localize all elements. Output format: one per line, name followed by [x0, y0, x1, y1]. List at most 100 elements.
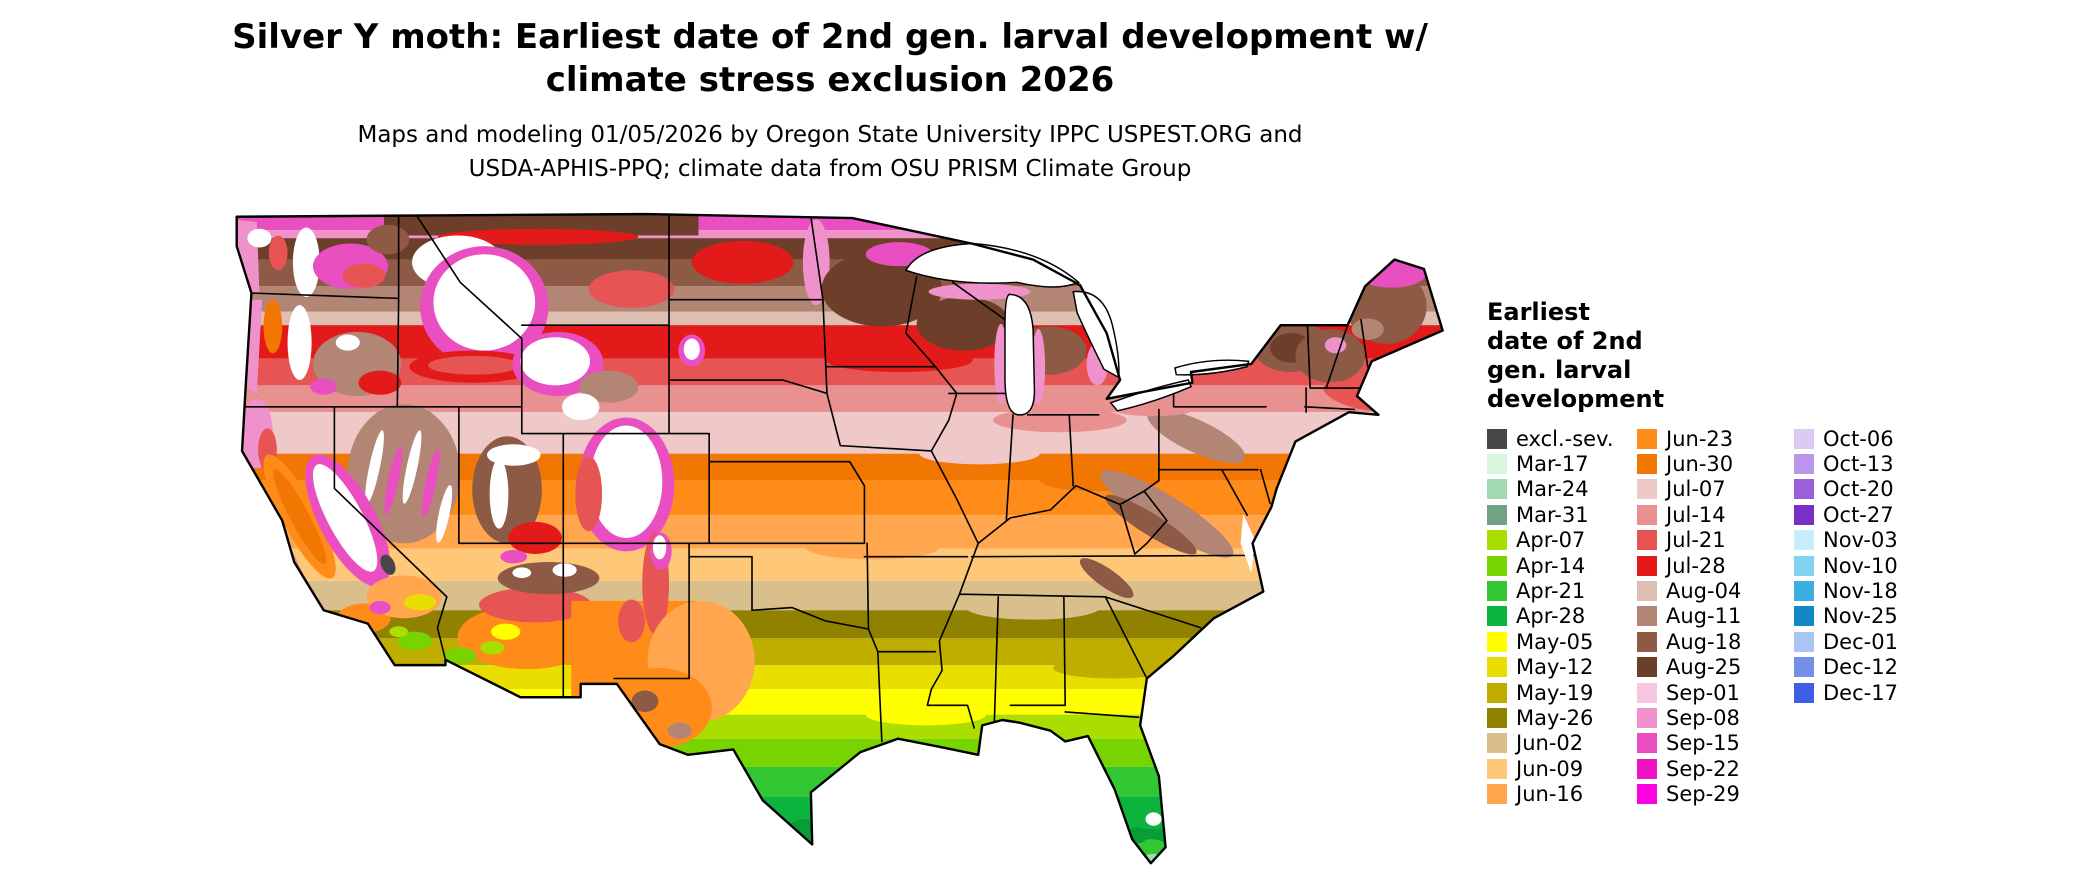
legend-swatch [1487, 682, 1507, 703]
legend-swatch [1794, 530, 1814, 551]
map-legend: Earliest date of 2nd gen. larval develop… [1487, 298, 2087, 826]
legend-label: Jun-30 [1666, 452, 1734, 477]
legend-label: Sep-08 [1666, 705, 1740, 730]
great-lakes [904, 242, 1256, 573]
legend-label: Oct-20 [1823, 477, 1894, 502]
legend-label: Sep-29 [1666, 782, 1740, 807]
legend-row: Sep-22 [1637, 756, 1741, 781]
legend-swatch [1487, 581, 1507, 602]
legend-label: Nov-10 [1823, 553, 1898, 578]
legend-swatch [1487, 758, 1507, 779]
legend-row: Oct-27 [1794, 502, 1898, 527]
us-map [235, 212, 1444, 865]
legend-row: Aug-18 [1637, 629, 1741, 654]
legend-label: Jul-28 [1666, 553, 1726, 578]
legend-title-line-4: development [1487, 385, 1665, 413]
legend-column-2: Jun-23 Jun-30 Jul-07 Jul-14 Jul-21 Jul-28 Aug-… [1637, 426, 1741, 807]
legend-label: Apr-14 [1516, 553, 1586, 578]
legend-label: Aug-18 [1666, 629, 1742, 654]
legend-row: excl.-sev. [1487, 426, 1614, 451]
legend-column-1: excl.-sev. Mar-17 Mar-24 Mar-31 Apr-07 Apr-14… [1487, 426, 1614, 807]
legend-columns: excl.-sev. Mar-17 Mar-24 Mar-31 Apr-07 Apr-14… [1487, 426, 2087, 826]
legend-label: Apr-07 [1516, 528, 1586, 553]
legend-title-line-1: Earliest [1487, 298, 1590, 326]
subtitle-line-2: USDA-APHIS-PPQ; climate data from OSU PR… [468, 156, 1192, 182]
legend-row: Jun-02 [1487, 731, 1614, 756]
legend-title-line-3: gen. larval [1487, 356, 1632, 384]
legend-label: Mar-31 [1516, 502, 1589, 527]
legend-row: Sep-15 [1637, 731, 1741, 756]
legend-title-line-2: date of 2nd [1487, 327, 1643, 355]
legend-swatch [1637, 682, 1657, 703]
legend-swatch [1794, 428, 1814, 449]
legend-label: May-12 [1516, 655, 1594, 680]
page-title: Silver Y moth: Earliest date of 2nd gen.… [0, 16, 1660, 102]
legend-column-3: Oct-06 Oct-13 Oct-20 Oct-27 Nov-03 Nov-10 Nov-… [1794, 426, 1898, 705]
legend-row: Jun-30 [1637, 451, 1741, 476]
map-fill-layer [236, 214, 1443, 864]
legend-label: Jun-02 [1516, 731, 1584, 756]
legend-row: Apr-28 [1487, 604, 1614, 629]
legend-label: Dec-12 [1823, 655, 1898, 680]
legend-row: Jun-09 [1487, 756, 1614, 781]
subtitle-line-1: Maps and modeling 01/05/2026 by Oregon S… [357, 122, 1303, 148]
legend-swatch [1637, 454, 1657, 475]
legend-swatch [1637, 581, 1657, 602]
legend-swatch [1487, 428, 1507, 449]
legend-swatch [1487, 733, 1507, 754]
legend-row: Apr-21 [1487, 578, 1614, 603]
legend-swatch [1794, 479, 1814, 500]
legend-swatch [1637, 784, 1657, 805]
legend-row: Nov-03 [1794, 528, 1898, 553]
legend-label: Dec-01 [1823, 629, 1898, 654]
legend-row: Jul-21 [1637, 528, 1741, 553]
legend-swatch [1637, 606, 1657, 627]
legend-row: May-05 [1487, 629, 1614, 654]
legend-swatch [1794, 504, 1814, 525]
legend-swatch [1637, 504, 1657, 525]
legend-label: Nov-18 [1823, 579, 1898, 604]
legend-swatch [1637, 555, 1657, 576]
legend-row: Sep-08 [1637, 705, 1741, 730]
legend-swatch [1487, 504, 1507, 525]
legend-swatch [1794, 631, 1814, 652]
legend-label: Oct-06 [1823, 426, 1894, 451]
legend-label: Apr-28 [1516, 604, 1586, 629]
legend-row: Aug-25 [1637, 655, 1741, 680]
state-borders [242, 215, 1369, 743]
legend-swatch [1794, 606, 1814, 627]
legend-row: Mar-17 [1487, 451, 1614, 476]
legend-label: Dec-17 [1823, 680, 1898, 705]
legend-swatch [1487, 784, 1507, 805]
legend-row: Sep-01 [1637, 680, 1741, 705]
legend-swatch [1487, 707, 1507, 728]
legend-label: Nov-25 [1823, 604, 1898, 629]
legend-swatch [1487, 555, 1507, 576]
legend-label: Oct-27 [1823, 502, 1894, 527]
legend-row: Nov-18 [1794, 578, 1898, 603]
title-line-1: Silver Y moth: Earliest date of 2nd gen.… [232, 17, 1428, 57]
legend-label: Mar-17 [1516, 452, 1589, 477]
legend-label: Jun-23 [1666, 426, 1734, 451]
legend-swatch [1637, 657, 1657, 678]
legend-row: May-19 [1487, 680, 1614, 705]
legend-row: Nov-10 [1794, 553, 1898, 578]
legend-label: Sep-22 [1666, 756, 1740, 781]
legend-row: Mar-31 [1487, 502, 1614, 527]
legend-label: Aug-25 [1666, 655, 1742, 680]
legend-swatch [1794, 657, 1814, 678]
legend-label: Aug-04 [1666, 579, 1742, 604]
legend-row: Jul-14 [1637, 502, 1741, 527]
legend-swatch [1637, 733, 1657, 754]
legend-row: Dec-17 [1794, 680, 1898, 705]
legend-row: Jul-07 [1637, 477, 1741, 502]
legend-row: Jun-16 [1487, 781, 1614, 806]
legend-swatch [1794, 454, 1814, 475]
title-block: Silver Y moth: Earliest date of 2nd gen.… [0, 16, 1660, 186]
legend-swatch [1637, 479, 1657, 500]
legend-row: Jul-28 [1637, 553, 1741, 578]
legend-row: Dec-12 [1794, 655, 1898, 680]
legend-label: Jul-14 [1666, 502, 1726, 527]
legend-row: Oct-06 [1794, 426, 1898, 451]
